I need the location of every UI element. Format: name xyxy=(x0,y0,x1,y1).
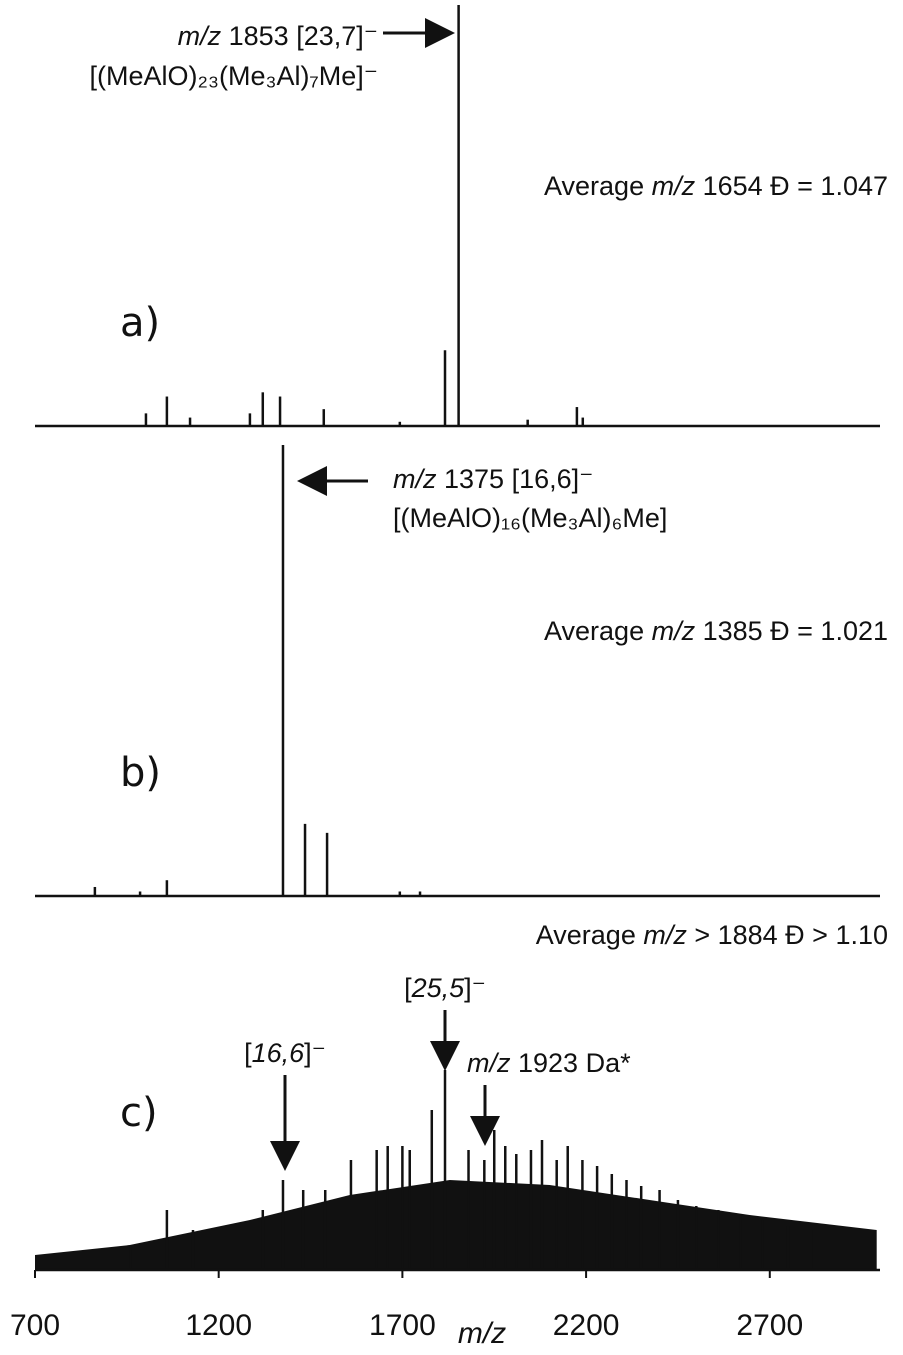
annotation-part: ]⁻ xyxy=(304,1038,326,1068)
annotation-part: m/z xyxy=(467,1048,511,1078)
x-tick-label: 2700 xyxy=(736,1309,803,1342)
annotation-part: m/z xyxy=(393,464,437,494)
x-tick-label: 1700 xyxy=(369,1309,436,1342)
panel-label: c) xyxy=(120,1090,158,1136)
annotation-part: [(MeAlO)₁₆(Me₃Al)₆Me] xyxy=(393,503,667,533)
annotation-part: 16,6 xyxy=(252,1038,306,1068)
annotation: Average m/z 1654 Đ = 1.047 xyxy=(544,171,888,201)
annotation-part: Average xyxy=(544,171,652,201)
annotation-part: Average xyxy=(536,920,644,950)
annotation-part: 1923 Da* xyxy=(511,1048,632,1078)
annotation: Average m/z 1385 Đ = 1.021 xyxy=(544,616,888,646)
annotation: m/z 1853 [23,7]⁻ xyxy=(178,21,378,51)
x-axis-label: m/z xyxy=(458,1317,506,1350)
annotation: [16,6]⁻ xyxy=(244,1038,326,1068)
annotation-part: Average xyxy=(544,616,652,646)
noise-envelope xyxy=(35,1180,877,1270)
annotation-part: m/z xyxy=(652,171,696,201)
annotation: [(MeAlO)₂₃(Me₃Al)₇Me]⁻ xyxy=(89,61,378,91)
annotation-part: > 1884 Đ > 1.10 xyxy=(687,920,888,950)
x-tick-label: 700 xyxy=(10,1309,60,1342)
annotation: [(MeAlO)₁₆(Me₃Al)₆Me] xyxy=(393,503,667,533)
annotation-part: [ xyxy=(244,1038,252,1068)
annotation-part: m/z xyxy=(178,21,222,51)
annotation-part: m/z xyxy=(643,920,687,950)
annotation-part: 25,5 xyxy=(411,973,466,1003)
annotation: m/z 1375 [16,6]⁻ xyxy=(393,464,593,494)
annotation-part: [ xyxy=(404,973,412,1003)
annotation-part: m/z xyxy=(652,616,696,646)
annotation-part: ]⁻ xyxy=(464,973,486,1003)
annotation: Average m/z > 1884 Đ > 1.10 xyxy=(536,920,888,950)
annotation-part: 1654 Đ = 1.047 xyxy=(695,171,888,201)
annotation-part: 1853 [23,7]⁻ xyxy=(221,21,378,51)
annotation-part: 1375 [16,6]⁻ xyxy=(437,464,594,494)
annotation-part: 1385 Đ = 1.021 xyxy=(695,616,888,646)
panel-label: a) xyxy=(120,300,160,346)
annotation: m/z 1923 Da* xyxy=(467,1048,631,1078)
annotation: [25,5]⁻ xyxy=(404,973,486,1003)
annotation-part: [(MeAlO)₂₃(Me₃Al)₇Me]⁻ xyxy=(89,61,378,91)
x-tick-label: 1200 xyxy=(185,1309,252,1342)
x-tick-label: 2200 xyxy=(553,1309,620,1342)
panel-label: b) xyxy=(120,750,161,796)
